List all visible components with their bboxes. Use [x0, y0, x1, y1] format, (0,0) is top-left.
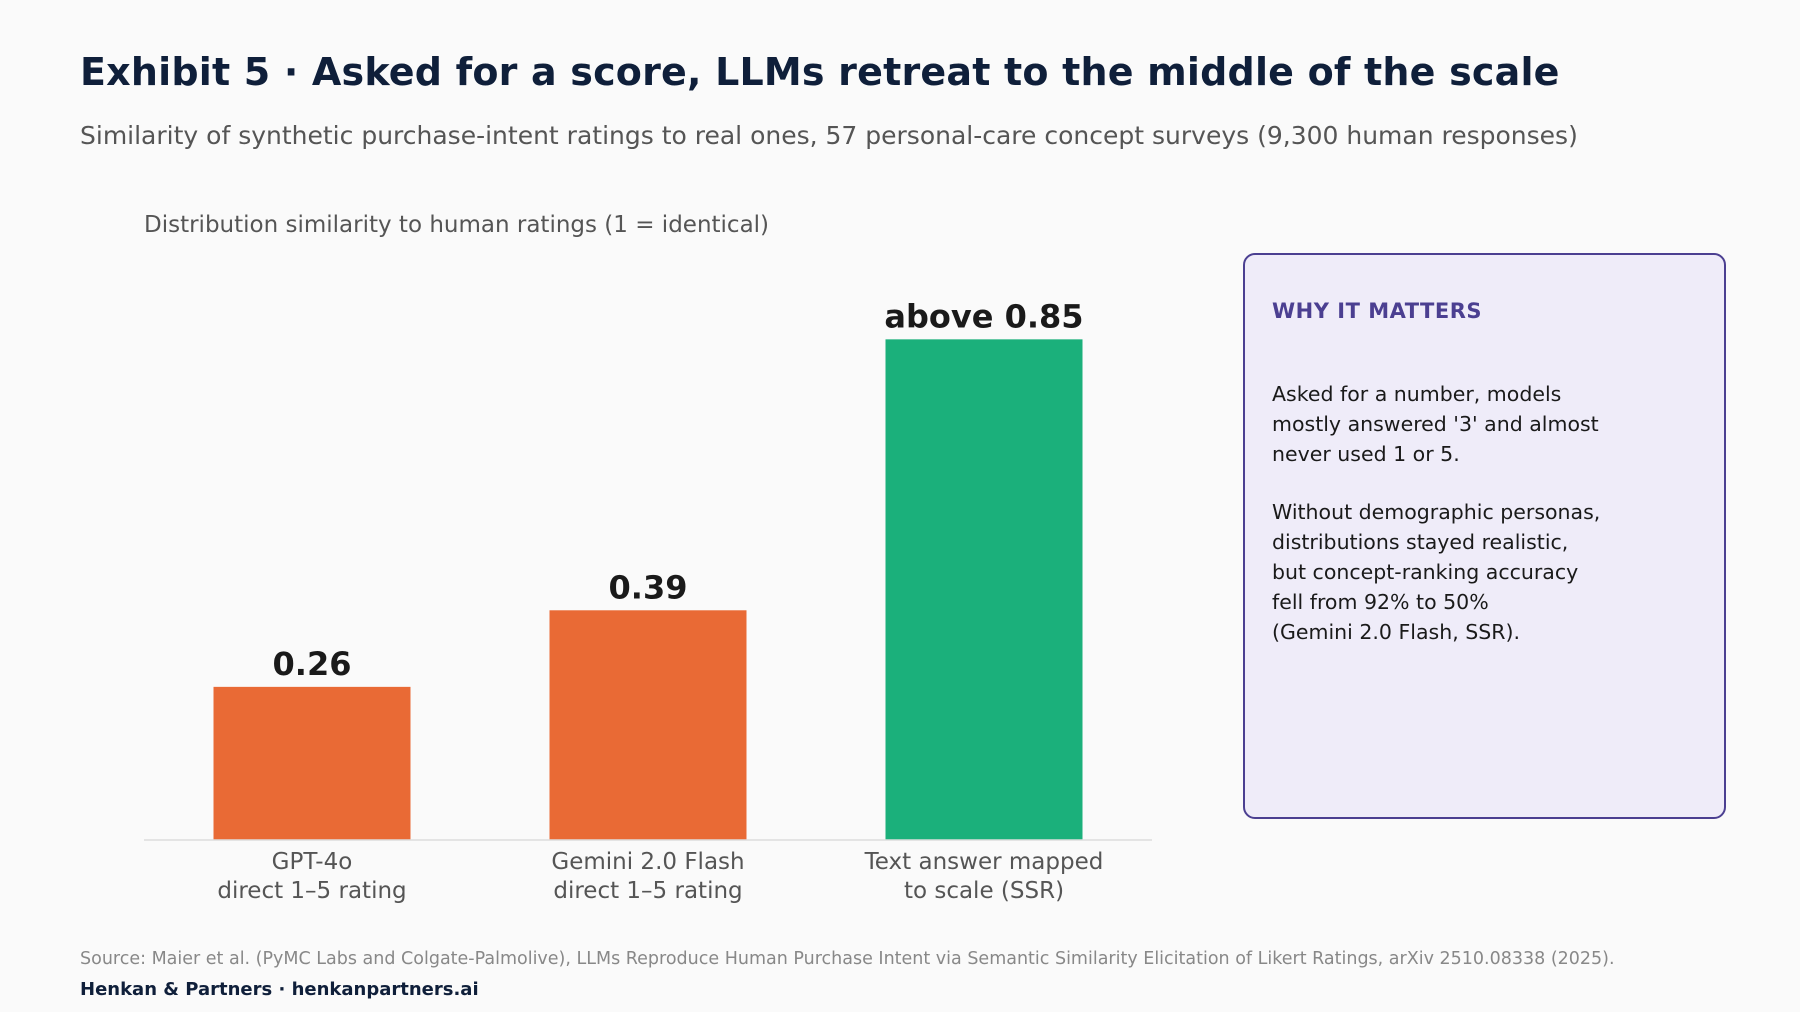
bar-chart: Distribution similarity to human ratings…: [144, 212, 1152, 904]
chart-subtitle: Similarity of synthetic purchase-intent …: [80, 121, 1578, 150]
data-label-2: 0.39: [609, 568, 688, 606]
x-tick-labels: GPT-4o direct 1–5 rating Gemini 2.0 Flash d…: [217, 849, 1103, 904]
y-axis-label: Distribution similarity to human ratings…: [144, 212, 769, 238]
bar-1: [213, 686, 411, 840]
callout-heading: WHY IT MATTERS: [1272, 299, 1482, 323]
why-it-matters-callout: WHY IT MATTERS Asked for a number, model…: [1243, 253, 1726, 819]
source-note: Source: Maier et al. (PyMC Labs and Colg…: [80, 949, 1615, 969]
data-label-3: above 0.85: [884, 297, 1083, 335]
x-tick-label-2: Gemini 2.0 Flash direct 1–5 rating: [551, 849, 744, 904]
data-label-1: 0.26: [273, 645, 352, 683]
x-tick-label-3: Text answer mapped to scale (SSR): [864, 849, 1104, 904]
bar-2: [549, 610, 747, 840]
bars-group: 0.26 0.39 above 0.85: [213, 297, 1084, 840]
x-tick-label-1: GPT-4o direct 1–5 rating: [217, 849, 406, 904]
brand-footer: Henkan & Partners · henkanpartners.ai: [80, 979, 479, 1000]
callout-paragraph-1: Asked for a number, models mostly answer…: [1272, 382, 1599, 466]
chart-title: Exhibit 5 · Asked for a score, LLMs retr…: [80, 50, 1560, 94]
bar-3: [885, 339, 1083, 840]
callout-paragraph-2: Without demographic personas, distributi…: [1272, 500, 1601, 644]
